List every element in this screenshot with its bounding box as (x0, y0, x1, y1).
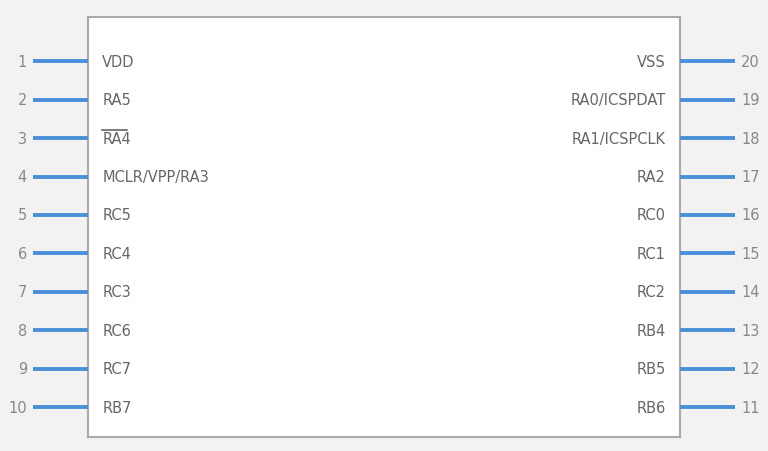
Text: VSS: VSS (637, 55, 666, 69)
Text: 5: 5 (18, 208, 27, 223)
Text: RC6: RC6 (102, 323, 131, 338)
Text: RA2: RA2 (637, 170, 666, 184)
Text: RC0: RC0 (637, 208, 666, 223)
Bar (88, 18, 680, 437)
Text: RB4: RB4 (637, 323, 666, 338)
Text: 10: 10 (8, 400, 27, 415)
Text: 18: 18 (741, 131, 760, 146)
Text: 14: 14 (741, 285, 760, 300)
Text: RA4: RA4 (102, 131, 131, 146)
Text: RC1: RC1 (637, 246, 666, 261)
Text: 12: 12 (741, 361, 760, 377)
Text: 13: 13 (741, 323, 760, 338)
Text: RB7: RB7 (102, 400, 131, 415)
Text: 11: 11 (741, 400, 760, 415)
Text: RA1/ICSPCLK: RA1/ICSPCLK (572, 131, 666, 146)
Text: 4: 4 (18, 170, 27, 184)
Text: RC3: RC3 (102, 285, 131, 300)
Text: 9: 9 (18, 361, 27, 377)
Text: 15: 15 (741, 246, 760, 261)
Text: RC4: RC4 (102, 246, 131, 261)
Text: 17: 17 (741, 170, 760, 184)
Text: RC2: RC2 (637, 285, 666, 300)
Text: 19: 19 (741, 93, 760, 108)
Text: 6: 6 (18, 246, 27, 261)
Text: 3: 3 (18, 131, 27, 146)
Text: RB5: RB5 (637, 361, 666, 377)
Text: 1: 1 (18, 55, 27, 69)
Text: 16: 16 (741, 208, 760, 223)
Text: 7: 7 (18, 285, 27, 300)
Text: RC7: RC7 (102, 361, 131, 377)
Text: RA5: RA5 (102, 93, 131, 108)
Text: VDD: VDD (102, 55, 134, 69)
Text: RA0/ICSPDAT: RA0/ICSPDAT (571, 93, 666, 108)
Text: RB6: RB6 (637, 400, 666, 415)
Text: 2: 2 (18, 93, 27, 108)
Text: MCLR/VPP/RA3: MCLR/VPP/RA3 (102, 170, 209, 184)
Text: 8: 8 (18, 323, 27, 338)
Text: RC5: RC5 (102, 208, 131, 223)
Text: 20: 20 (741, 55, 760, 69)
